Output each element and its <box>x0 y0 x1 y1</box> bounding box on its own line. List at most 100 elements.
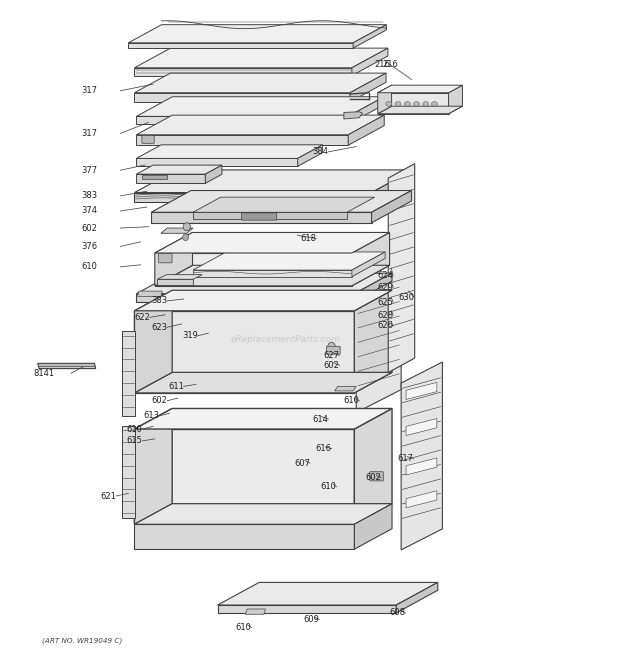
Text: 628: 628 <box>377 311 393 320</box>
Ellipse shape <box>423 102 429 106</box>
Polygon shape <box>205 165 222 183</box>
Polygon shape <box>401 362 443 550</box>
Polygon shape <box>135 504 392 524</box>
Polygon shape <box>135 408 392 429</box>
Text: 610: 610 <box>236 623 252 632</box>
Polygon shape <box>135 408 172 524</box>
Polygon shape <box>378 85 392 114</box>
Polygon shape <box>406 490 437 508</box>
Polygon shape <box>136 165 222 175</box>
Text: 616: 616 <box>316 444 332 453</box>
Polygon shape <box>406 418 437 436</box>
Polygon shape <box>135 48 388 68</box>
Circle shape <box>182 234 188 241</box>
Text: 622: 622 <box>134 313 150 322</box>
Polygon shape <box>122 426 135 518</box>
Polygon shape <box>371 170 413 202</box>
Text: 317: 317 <box>82 86 97 95</box>
Polygon shape <box>135 524 355 549</box>
Text: 374: 374 <box>82 206 97 215</box>
Polygon shape <box>246 609 265 614</box>
Text: 602: 602 <box>324 361 340 369</box>
Text: 630: 630 <box>399 293 415 302</box>
Text: 317: 317 <box>82 129 97 138</box>
Polygon shape <box>344 112 362 119</box>
Polygon shape <box>157 275 202 279</box>
Polygon shape <box>352 252 385 277</box>
Polygon shape <box>193 212 347 219</box>
Polygon shape <box>38 364 95 369</box>
Polygon shape <box>378 93 448 114</box>
Polygon shape <box>128 24 386 43</box>
Text: 611: 611 <box>168 382 184 391</box>
Polygon shape <box>448 85 463 114</box>
Polygon shape <box>136 97 384 116</box>
FancyBboxPatch shape <box>242 213 277 220</box>
Polygon shape <box>136 273 392 293</box>
Polygon shape <box>352 48 388 75</box>
Polygon shape <box>136 116 348 124</box>
Polygon shape <box>161 228 193 233</box>
Polygon shape <box>335 386 356 391</box>
Ellipse shape <box>395 102 401 106</box>
Polygon shape <box>135 93 350 102</box>
Polygon shape <box>348 97 384 124</box>
Text: 602: 602 <box>151 397 167 405</box>
Polygon shape <box>350 73 386 102</box>
Polygon shape <box>136 115 384 135</box>
Polygon shape <box>406 383 437 399</box>
Text: 624: 624 <box>377 272 393 280</box>
Polygon shape <box>193 270 352 277</box>
Text: 609: 609 <box>303 615 319 624</box>
Polygon shape <box>378 85 463 93</box>
Polygon shape <box>135 290 172 393</box>
Polygon shape <box>136 135 348 145</box>
Text: 626: 626 <box>377 321 393 330</box>
FancyBboxPatch shape <box>159 254 172 263</box>
Polygon shape <box>388 164 415 373</box>
Text: 627: 627 <box>324 351 340 360</box>
Text: 602: 602 <box>365 473 381 482</box>
Text: eReplacementParts.com: eReplacementParts.com <box>231 334 340 344</box>
Text: 383: 383 <box>81 191 97 200</box>
Polygon shape <box>136 293 355 301</box>
Polygon shape <box>136 159 298 167</box>
Text: 602: 602 <box>82 223 97 233</box>
Text: 216: 216 <box>382 60 398 69</box>
Text: 618: 618 <box>300 234 316 243</box>
Polygon shape <box>155 233 192 286</box>
Polygon shape <box>378 106 463 114</box>
Text: 610: 610 <box>82 262 97 271</box>
Text: 621: 621 <box>100 492 116 500</box>
Polygon shape <box>135 429 355 524</box>
Polygon shape <box>396 582 438 613</box>
Polygon shape <box>355 408 392 524</box>
Ellipse shape <box>414 102 420 106</box>
Text: 629: 629 <box>377 284 393 292</box>
Circle shape <box>328 342 335 350</box>
Polygon shape <box>38 364 94 366</box>
Polygon shape <box>157 279 193 284</box>
Polygon shape <box>352 233 389 286</box>
Ellipse shape <box>404 102 410 106</box>
Text: (ART NO. WR19049 C): (ART NO. WR19049 C) <box>42 637 122 644</box>
Text: 617: 617 <box>397 454 414 463</box>
Polygon shape <box>193 197 374 212</box>
Polygon shape <box>151 190 412 212</box>
Ellipse shape <box>432 102 438 106</box>
Text: 625: 625 <box>377 297 393 307</box>
Text: 608: 608 <box>389 608 405 617</box>
Polygon shape <box>371 190 412 223</box>
Text: 610: 610 <box>343 397 359 405</box>
Text: 376: 376 <box>81 242 97 251</box>
Polygon shape <box>218 605 396 613</box>
Polygon shape <box>155 253 352 286</box>
Text: 607: 607 <box>294 459 310 468</box>
Polygon shape <box>193 252 385 270</box>
Circle shape <box>183 223 190 231</box>
Polygon shape <box>135 170 413 192</box>
Polygon shape <box>135 73 386 93</box>
Polygon shape <box>406 458 437 475</box>
Text: 615: 615 <box>126 436 143 446</box>
Polygon shape <box>135 372 392 393</box>
